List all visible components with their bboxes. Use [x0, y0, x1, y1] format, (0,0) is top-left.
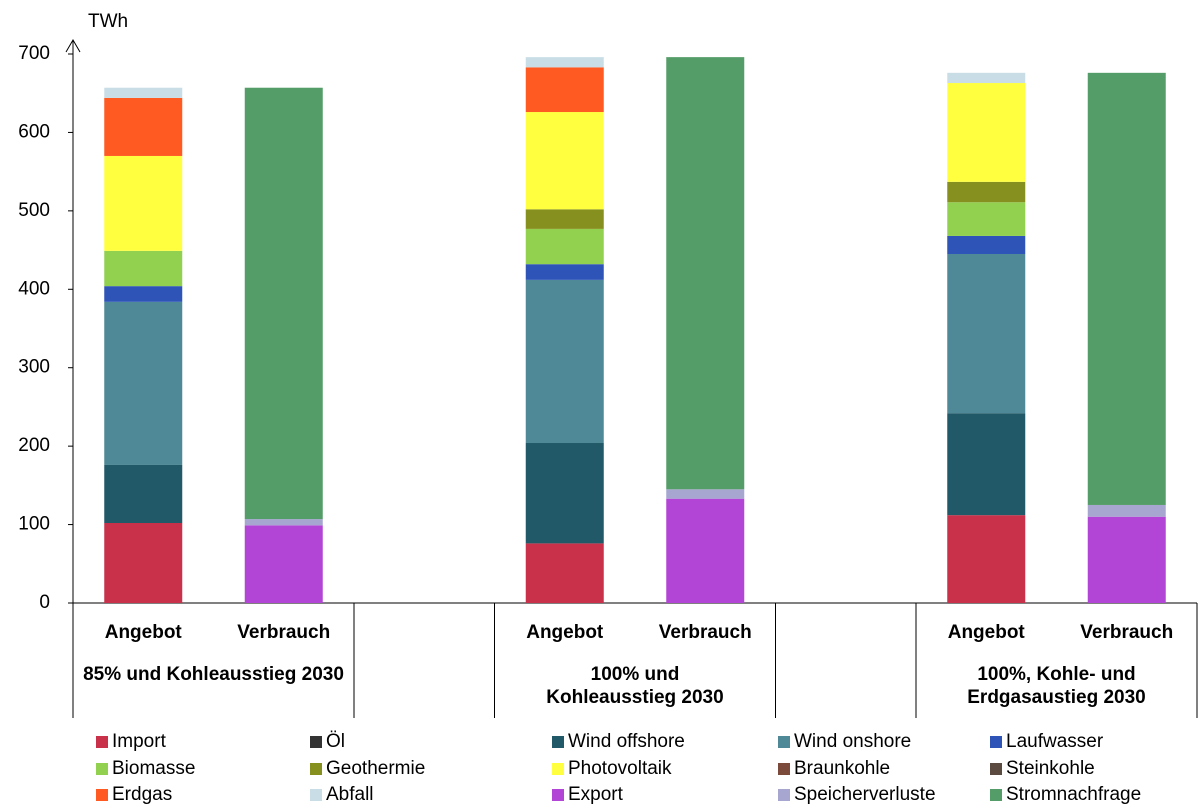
group-label: 85% und Kohleausstieg 2030: [83, 664, 344, 685]
legend-label: Speicherverluste: [794, 784, 936, 805]
group-label: 100% und Kohleausstieg 2030: [546, 664, 724, 708]
x-tick-label: Verbrauch: [1080, 622, 1173, 643]
bar-segment: [666, 498, 745, 603]
bar-segment: [525, 228, 604, 265]
bar-segment: [525, 67, 604, 113]
bar-segment: [947, 235, 1026, 254]
y-tick-label: 300: [18, 357, 50, 378]
bar-segment: [1087, 516, 1166, 603]
bar-segment: [104, 87, 183, 98]
x-tick-label: Angebot: [526, 622, 604, 643]
bar-segment: [104, 97, 183, 156]
legend-swatch: [990, 789, 1002, 801]
x-tick-label: Verbrauch: [237, 622, 330, 643]
legend-label: Steinkohle: [1006, 758, 1095, 779]
bar-segment: [947, 413, 1026, 516]
bar-segment: [666, 489, 745, 499]
legend-swatch: [552, 789, 564, 801]
legend-swatch: [310, 763, 322, 775]
legend-label: Import: [112, 731, 167, 752]
bar-segment: [104, 155, 183, 251]
legend-label: Öl: [326, 731, 345, 752]
y-tick-label: 700: [18, 43, 50, 64]
bar-segment: [525, 443, 604, 544]
legend-swatch: [778, 763, 790, 775]
legend-label: Wind offshore: [568, 731, 685, 752]
legend-label: Abfall: [326, 784, 374, 805]
y-tick-label: 100: [18, 514, 50, 535]
bar-segment: [1087, 72, 1166, 505]
bar-segment: [244, 525, 323, 603]
legend-swatch: [310, 789, 322, 801]
bar-segment: [525, 543, 604, 603]
bar-segment: [947, 202, 1026, 236]
group-label: 100%, Kohle- und Erdgasaustieg 2030: [967, 664, 1146, 708]
bar-segment: [1087, 504, 1166, 517]
legend-swatch: [552, 736, 564, 748]
legend-swatch: [990, 736, 1002, 748]
bar-segment: [104, 286, 183, 302]
bar-segment: [525, 279, 604, 444]
y-tick-label: 0: [39, 592, 50, 613]
legend-label: Stromnachfrage: [1006, 784, 1141, 805]
legend-label: Geothermie: [326, 758, 425, 779]
legend-swatch: [778, 736, 790, 748]
y-tick-label: 500: [18, 200, 50, 221]
bar-segment: [244, 87, 323, 520]
y-tick-label: 600: [18, 121, 50, 142]
bar-segment: [666, 57, 745, 490]
legend-swatch: [96, 789, 108, 801]
legend-swatch: [778, 789, 790, 801]
legend-swatch: [96, 736, 108, 748]
y-tick-label: 200: [18, 435, 50, 456]
legend-label: Laufwasser: [1006, 731, 1104, 752]
legend-label: Export: [568, 784, 624, 805]
bar-segment: [104, 523, 183, 603]
x-tick-label: Verbrauch: [659, 622, 752, 643]
bar-segment: [104, 250, 183, 287]
bar-segment: [947, 72, 1026, 84]
legend-label: Photovoltaik: [568, 758, 672, 779]
bar-segment: [525, 57, 604, 68]
bar-segment: [525, 209, 604, 229]
bar-segment: [947, 253, 1026, 414]
bar-segment: [104, 301, 183, 465]
y-tick-label: 400: [18, 278, 50, 299]
bar-segment: [525, 112, 604, 210]
legend-label: Biomasse: [112, 758, 195, 779]
bar-segment: [104, 464, 183, 524]
legend-swatch: [96, 763, 108, 775]
x-tick-label: Angebot: [948, 622, 1026, 643]
x-tick-label: Angebot: [105, 622, 183, 643]
axis-arrow: [65, 39, 81, 53]
bar-segment: [947, 515, 1026, 603]
bar-segment: [244, 519, 323, 526]
legend-label: Wind onshore: [794, 731, 911, 752]
bar-segment: [525, 264, 604, 280]
legend-label: Erdgas: [112, 784, 172, 805]
legend-swatch: [990, 763, 1002, 775]
legend-swatch: [310, 736, 322, 748]
bar-segment: [947, 181, 1026, 203]
legend-label: Braunkohle: [794, 758, 890, 779]
bar-segment: [947, 83, 1026, 182]
legend-swatch: [552, 763, 564, 775]
y-axis-label: TWh: [88, 11, 128, 32]
